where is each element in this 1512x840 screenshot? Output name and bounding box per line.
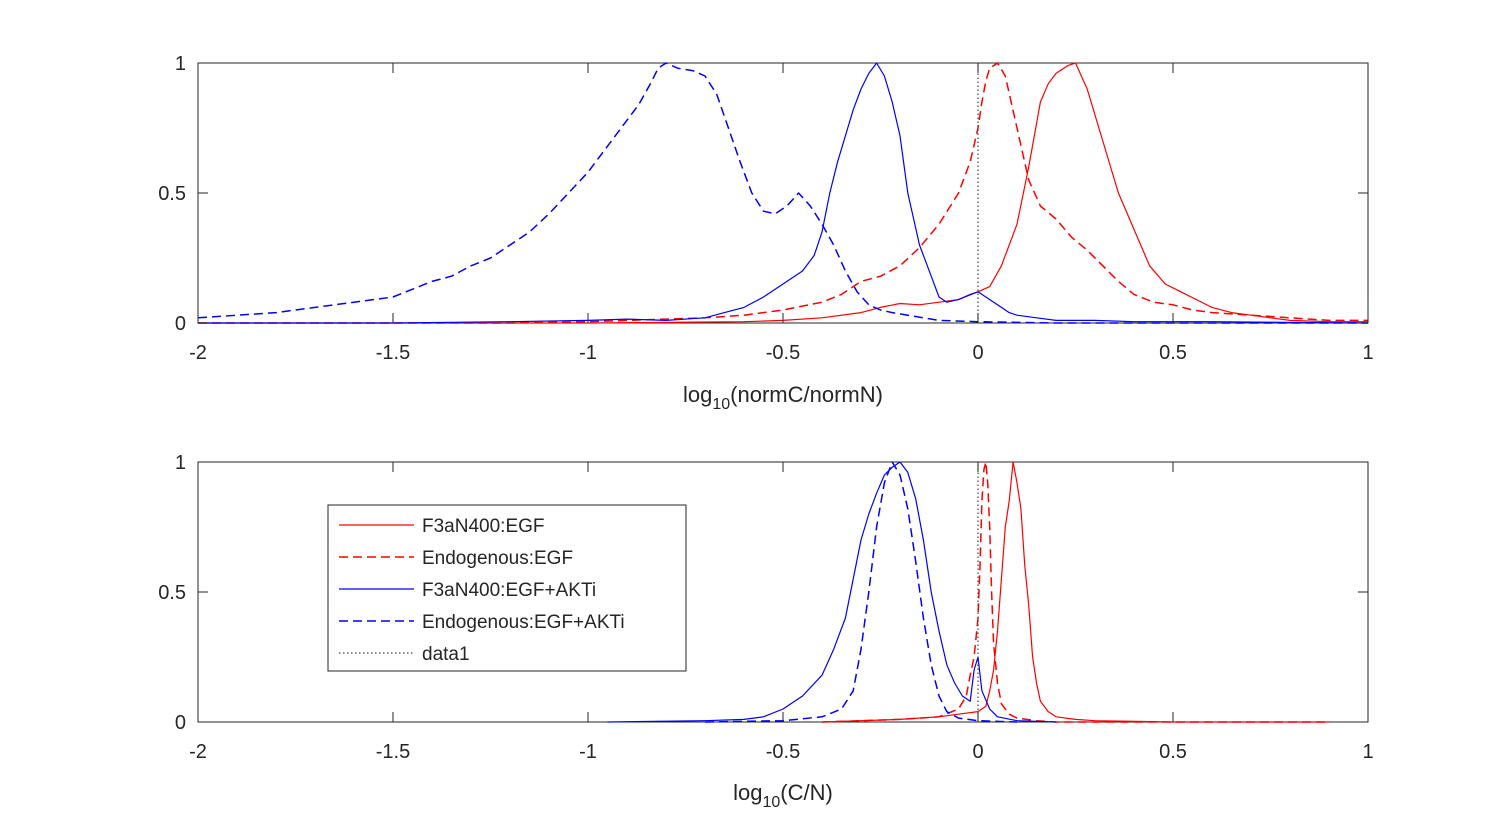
y-tick-label: 0.5 (158, 582, 186, 604)
y-tick-label: 1 (175, 452, 186, 474)
series-line-f3an400-egf-akti (198, 62, 1369, 324)
top-axes-box (197, 62, 1369, 324)
y-tick-label: 0.5 (158, 183, 186, 205)
top-panel: -2 -1.5 -1 -0.5 0 0.5 1 0 0.5 1 log10(normC/normN… (158, 53, 1373, 413)
x-tick-label: 0 (972, 342, 983, 364)
legend-label-endogenous-egf: Endogenous:EGF (422, 548, 573, 569)
bottom-panel: -2 -1.5 -1 -0.5 0 0.5 1 0 0.5 1 log10(C/N) F3aN40… (158, 452, 1373, 811)
x-tick-label: -2 (189, 342, 207, 364)
bottom-tick-layer: -2 -1.5 -1 -0.5 0 0.5 1 0 0.5 1 (158, 452, 1373, 763)
x-tick-label: 0.5 (1159, 342, 1187, 364)
legend-box (327, 504, 687, 672)
legend-label-f3an400-egf: F3aN400:EGF (422, 516, 545, 537)
series-line-endogenous-egf-akti (704, 461, 1018, 723)
series-line-f3an400-egf (198, 62, 1368, 324)
x-tick-label: 0.5 (1159, 741, 1187, 763)
x-tick-label: 1 (1362, 741, 1373, 763)
top-x-axis-label: log10(normC/normN) (683, 382, 883, 413)
legend: F3aN400:EGF Endogenous:EGF F3aN400:EGF+AKT… (327, 504, 687, 672)
x-tick-label: -1 (579, 741, 597, 763)
x-tick-label: -0.5 (766, 342, 800, 364)
legend-entries: F3aN400:EGF Endogenous:EGF F3aN400:EGF+AKT… (339, 516, 625, 665)
series-line-endogenous-egf (198, 62, 1368, 324)
x-tick-label: -2 (189, 741, 207, 763)
y-tick-label: 0 (175, 313, 186, 335)
x-tick-label: 0 (972, 741, 983, 763)
x-tick-label: -1.5 (376, 741, 410, 763)
series-line-endogenous-egf (821, 461, 1329, 723)
x-tick-label: -1 (579, 342, 597, 364)
bottom-series-layer (607, 461, 1329, 723)
bottom-x-axis-label: log10(C/N) (733, 780, 833, 811)
top-series-layer (197, 62, 1369, 324)
legend-label-data1: data1 (422, 644, 470, 665)
y-tick-label: 0 (175, 712, 186, 734)
series-line-f3an400-egf (821, 461, 1329, 723)
legend-label-endogenous-egf-akti: Endogenous:EGF+AKTi (422, 612, 625, 633)
series-line-f3an400-egf-akti (607, 461, 1057, 723)
y-tick-label: 1 (175, 53, 186, 75)
legend-label-f3an400-egf-akti: F3aN400:EGF+AKTi (422, 580, 596, 601)
top-tick-layer: -2 -1.5 -1 -0.5 0 0.5 1 0 0.5 1 (158, 53, 1373, 364)
series-line-endogenous-egf-akti (197, 62, 1368, 324)
x-tick-label: -1.5 (376, 342, 410, 364)
x-tick-label: 1 (1362, 342, 1373, 364)
x-tick-label: -0.5 (766, 741, 800, 763)
